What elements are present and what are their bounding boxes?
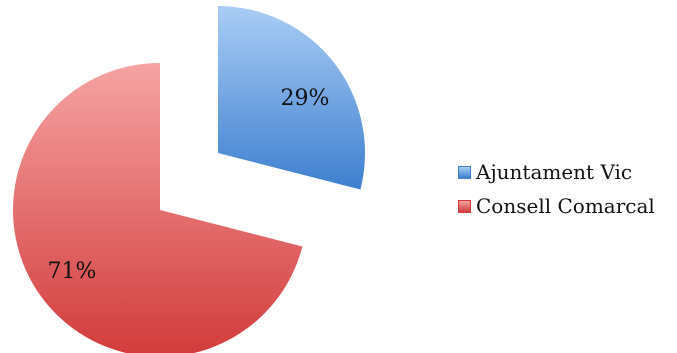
slice-percent-label: 71% [48,259,97,284]
legend-label: Ajuntament Vic [476,160,633,184]
legend: Ajuntament Vic Consell Comarcal [458,155,655,223]
legend-swatch [458,199,471,213]
slice-percent-label: 29% [281,86,330,111]
legend-label: Consell Comarcal [476,194,655,218]
legend-swatch [458,165,471,179]
legend-item-consell-comarcal: Consell Comarcal [458,189,655,223]
legend-item-ajuntament-vic: Ajuntament Vic [458,155,655,189]
pie-chart: 29% 71% [13,6,365,353]
pie-slice-ajuntament-vic [218,6,365,190]
pie-slice-consell-comarcal [13,63,303,353]
